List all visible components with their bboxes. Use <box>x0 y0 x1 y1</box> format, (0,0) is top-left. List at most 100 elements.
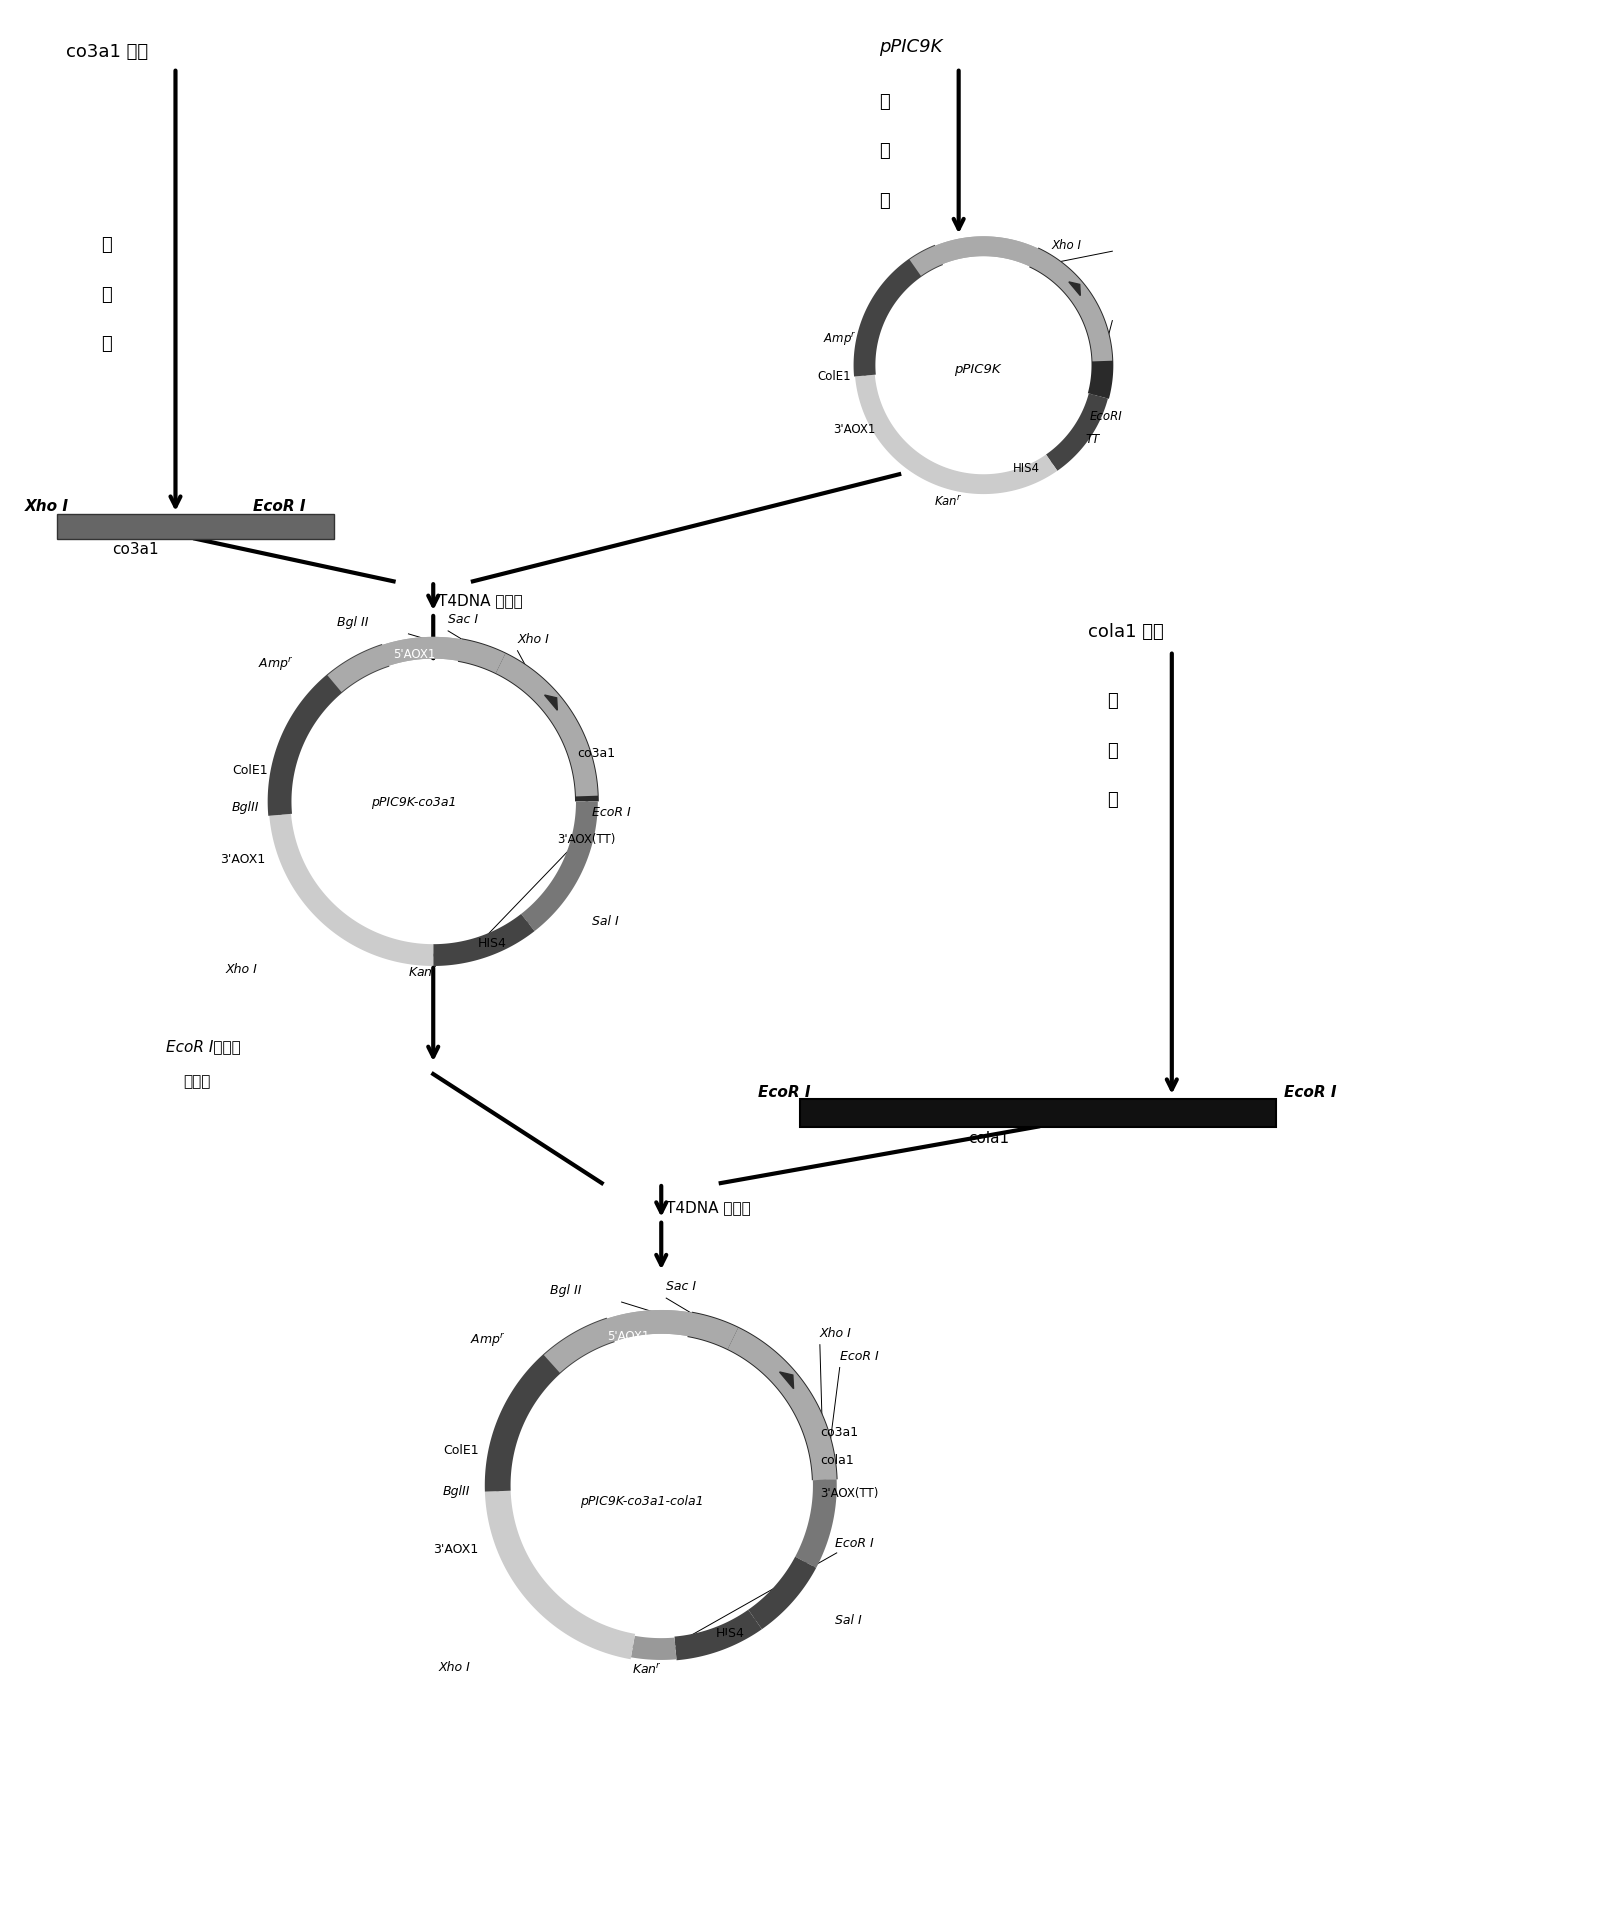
Text: 双: 双 <box>101 237 111 254</box>
Text: 3'AOX1: 3'AOX1 <box>833 422 875 436</box>
Text: BglII: BglII <box>232 802 259 815</box>
Text: ColE1: ColE1 <box>817 370 851 383</box>
Polygon shape <box>688 1312 838 1480</box>
Polygon shape <box>1046 393 1108 470</box>
Text: 酶: 酶 <box>880 143 891 160</box>
Text: cola1: cola1 <box>820 1453 854 1466</box>
Polygon shape <box>485 1491 635 1659</box>
Bar <box>801 1098 1276 1127</box>
Text: Amp$^r$: Amp$^r$ <box>470 1332 506 1349</box>
Text: Xho I: Xho I <box>438 1661 470 1675</box>
Text: co3a1: co3a1 <box>113 541 159 557</box>
Text: EcoR I: EcoR I <box>253 499 306 515</box>
Text: pPIC9K-co3a1: pPIC9K-co3a1 <box>371 796 456 809</box>
Text: Sac I: Sac I <box>667 1280 696 1293</box>
Text: Amp$^r$: Amp$^r$ <box>823 331 857 349</box>
Polygon shape <box>327 913 342 925</box>
Text: co3a1: co3a1 <box>577 748 615 759</box>
Text: 切: 切 <box>880 191 891 210</box>
Polygon shape <box>1029 247 1113 399</box>
Text: 切: 切 <box>101 335 111 353</box>
Polygon shape <box>796 1480 836 1569</box>
Polygon shape <box>301 705 313 721</box>
Polygon shape <box>632 1636 677 1659</box>
Text: 双: 双 <box>880 92 891 110</box>
Polygon shape <box>707 1636 728 1648</box>
Polygon shape <box>327 636 462 692</box>
Text: 3'AOX(TT): 3'AOX(TT) <box>820 1488 878 1501</box>
Text: BglII: BglII <box>443 1486 470 1499</box>
Polygon shape <box>520 802 598 931</box>
Polygon shape <box>1028 247 1112 362</box>
Polygon shape <box>269 813 433 965</box>
Text: cola1 序列: cola1 序列 <box>1087 622 1163 642</box>
Polygon shape <box>780 1372 794 1389</box>
Text: 5'AOX1: 5'AOX1 <box>918 231 959 241</box>
Polygon shape <box>485 1318 615 1491</box>
Polygon shape <box>561 869 574 886</box>
Text: Xho I: Xho I <box>820 1328 852 1339</box>
Text: EcoR I: EcoR I <box>759 1085 810 1100</box>
Polygon shape <box>901 451 913 462</box>
Text: cola1: cola1 <box>968 1131 1008 1147</box>
Text: HIS4: HIS4 <box>478 937 507 950</box>
Text: Kan$^r$: Kan$^r$ <box>409 965 438 981</box>
Polygon shape <box>817 1517 826 1538</box>
Polygon shape <box>607 1310 738 1349</box>
Polygon shape <box>855 374 1057 493</box>
Text: EcoR I: EcoR I <box>834 1538 873 1549</box>
Text: EcoRI: EcoRI <box>1089 410 1121 424</box>
Text: 单: 单 <box>1107 692 1118 711</box>
Text: pPIC9K: pPIC9K <box>954 362 1000 376</box>
Text: ColE1: ColE1 <box>443 1443 478 1457</box>
Text: T4DNA 连接酶: T4DNA 连接酶 <box>438 594 524 609</box>
Polygon shape <box>1068 281 1081 295</box>
Text: 切: 切 <box>1107 792 1118 809</box>
Text: 3'AOX1: 3'AOX1 <box>433 1544 478 1555</box>
Text: Amp$^r$: Amp$^r$ <box>258 655 293 673</box>
Polygon shape <box>382 636 506 673</box>
Text: EcoR I单酶切: EcoR I单酶切 <box>166 1039 240 1054</box>
Text: TT: TT <box>1086 434 1100 447</box>
Polygon shape <box>496 653 598 796</box>
Polygon shape <box>525 1376 540 1393</box>
Text: pPIC9K-co3a1-cola1: pPIC9K-co3a1-cola1 <box>580 1495 704 1509</box>
Text: 5'AOX1: 5'AOX1 <box>607 1330 649 1343</box>
Polygon shape <box>854 245 942 376</box>
Polygon shape <box>728 1328 836 1480</box>
Text: 酶: 酶 <box>1107 742 1118 759</box>
Text: HIS4: HIS4 <box>715 1626 744 1640</box>
Text: Xho I: Xho I <box>517 632 549 646</box>
Text: Sac I: Sac I <box>448 613 478 626</box>
Text: Xho I: Xho I <box>24 499 69 515</box>
Text: co3a1: co3a1 <box>820 1426 859 1439</box>
Text: 3'AOX1: 3'AOX1 <box>221 854 266 865</box>
Text: 及脱磷: 及脱磷 <box>184 1073 211 1089</box>
Text: co3a1 序列: co3a1 序列 <box>66 42 148 62</box>
Text: ColE1: ColE1 <box>232 763 267 777</box>
Polygon shape <box>458 638 599 802</box>
Polygon shape <box>545 1310 691 1372</box>
Polygon shape <box>548 1603 564 1619</box>
Bar <box>56 515 333 540</box>
Text: HIS4: HIS4 <box>1013 462 1041 476</box>
Polygon shape <box>881 289 891 304</box>
Text: 3'AOX(TT): 3'AOX(TT) <box>557 832 615 846</box>
Polygon shape <box>545 696 557 711</box>
Text: EcoR I: EcoR I <box>839 1349 878 1362</box>
Text: Xho I: Xho I <box>226 964 256 975</box>
Polygon shape <box>267 644 390 815</box>
Polygon shape <box>910 237 1037 276</box>
Polygon shape <box>433 913 535 965</box>
Text: 5'AOX1: 5'AOX1 <box>393 647 437 661</box>
Text: EcoR I: EcoR I <box>591 805 630 819</box>
Text: Kan$^r$: Kan$^r$ <box>934 495 962 509</box>
Text: Kan$^r$: Kan$^r$ <box>632 1663 662 1676</box>
Text: pPIC9K: pPIC9K <box>880 39 942 56</box>
Text: Sal I: Sal I <box>591 915 619 929</box>
Polygon shape <box>934 237 1036 266</box>
Text: EcoR I: EcoR I <box>1284 1085 1337 1100</box>
Text: Bgl II: Bgl II <box>551 1283 582 1297</box>
Text: T4DNA 连接酶: T4DNA 连接酶 <box>667 1201 751 1214</box>
Text: Xho I: Xho I <box>1052 239 1081 252</box>
